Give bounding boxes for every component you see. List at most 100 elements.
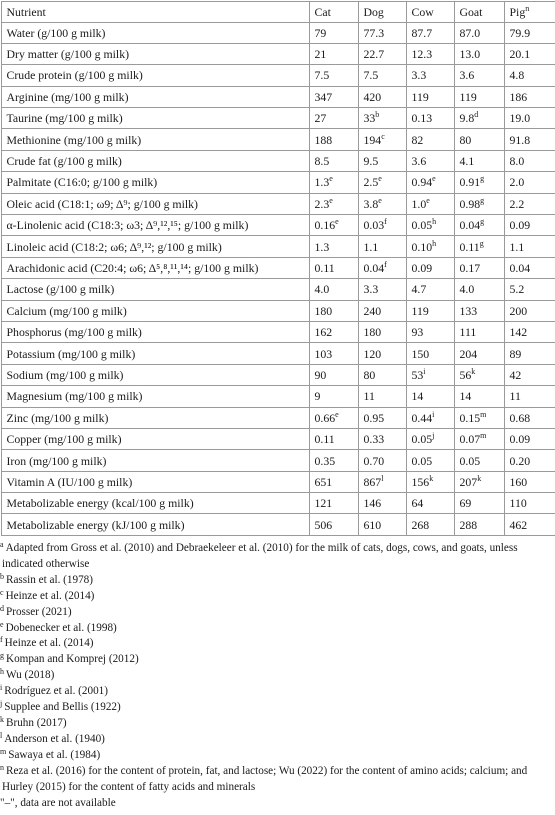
footnote-marker: m <box>0 746 7 756</box>
footnote-text: Reza et al. (2016) for the content of pr… <box>2 764 528 793</box>
table-row: Arginine (mg/100 g milk) 347 420 119 119 186 <box>0 85 555 109</box>
value-cell: 82 <box>405 128 455 151</box>
value-cell: 651 <box>308 470 359 494</box>
nutrient-label: Magnesium (mg/100 g milk) <box>0 385 310 408</box>
value-cell: 3.8e <box>357 192 407 216</box>
footnote-marker: k <box>471 366 476 376</box>
footnote-text: Rassin et al. (1978) <box>6 573 93 586</box>
value-cell: 56k <box>453 363 505 387</box>
value-cell: 79.9 <box>503 21 555 44</box>
table-row: Potassium (mg/100 g milk) 103 120 150 204 89 <box>0 342 555 365</box>
value-cell: 867l <box>357 470 407 494</box>
value-cell: 188 <box>308 128 359 151</box>
table-row: Sodium (mg/100 g milk) 90 80 53i 56k 42 <box>0 363 555 387</box>
value-cell: 0.11 <box>308 256 359 280</box>
footnote-marker: b <box>0 571 4 581</box>
value-cell: 9.8d <box>453 107 505 130</box>
value-cell: 121 <box>308 492 359 515</box>
footnote-marker: k <box>0 714 4 724</box>
footnote-text: "–", data are not available <box>0 796 116 809</box>
value-cell: 0.68 <box>503 406 555 429</box>
value-cell: 1.1 <box>357 235 407 258</box>
value-cell: 0.10h <box>405 235 455 258</box>
value-cell: 0.17 <box>453 256 505 280</box>
footnote-marker: e <box>329 195 333 205</box>
value-cell: 27 <box>308 107 359 130</box>
value-cell: 69 <box>453 492 505 515</box>
value-cell: 0.35 <box>308 449 359 472</box>
nutrient-label: Calcium (mg/100 g milk) <box>0 299 310 322</box>
value-cell: 0.94e <box>405 171 455 194</box>
value-cell: 0.95 <box>357 406 407 429</box>
value-cell: 80 <box>453 128 505 151</box>
value-cell: 120 <box>357 342 407 365</box>
value-cell: 91.8 <box>503 128 555 151</box>
table-row: Copper (mg/100 g milk) 0.11 0.33 0.05j 0.07m… <box>0 427 555 451</box>
value-cell: 0.07m <box>453 427 505 451</box>
value-cell: 7.5 <box>357 64 407 87</box>
table-row: Lactose (g/100 g milk) 4.0 3.3 4.7 4.0 5.2 <box>0 278 555 301</box>
value-cell: 0.44i <box>405 406 455 429</box>
value-cell: 0.09 <box>503 427 555 451</box>
nutrient-label: Zinc (mg/100 g milk) <box>0 406 310 429</box>
nutrient-label: Sodium (mg/100 g milk) <box>0 363 310 387</box>
table-row: Vitamin A (IU/100 g milk) 651 867l 156k 207k… <box>0 470 555 494</box>
footnote-marker: f <box>384 259 387 269</box>
footnote-marker: n <box>0 762 4 772</box>
value-cell: 93 <box>405 320 455 344</box>
nutrient-label: Oleic acid (C18:1; ω9; Δ⁹; g/100 g milk) <box>0 192 310 216</box>
value-cell: 0.04f <box>357 256 407 280</box>
value-cell: 288 <box>453 513 505 536</box>
footnote-marker: f <box>0 635 3 645</box>
footnote-text: Kompan and Komprej (2012) <box>6 653 139 666</box>
footnote-marker: i <box>0 683 3 693</box>
nutrient-label: Vitamin A (IU/100 g milk) <box>0 470 310 494</box>
value-cell: 142 <box>503 320 555 344</box>
value-cell: 110 <box>503 492 555 515</box>
value-cell: 420 <box>357 85 407 109</box>
value-cell: 200 <box>503 299 555 322</box>
footnote-marker: k <box>477 473 482 483</box>
footnote-marker: d <box>0 603 4 613</box>
nutrient-label: Arginine (mg/100 g milk) <box>0 85 310 109</box>
footnote-text: Wu (2018) <box>6 669 55 682</box>
value-cell: 90 <box>308 363 359 387</box>
footnote-marker: j <box>432 431 435 441</box>
value-cell: 0.33 <box>357 427 407 451</box>
value-cell: 1.0e <box>405 192 455 216</box>
value-cell: 462 <box>503 513 555 536</box>
value-cell: 4.7 <box>405 278 455 301</box>
value-cell: 13.0 <box>453 42 505 66</box>
footnote-text: Heinze et al. (2014) <box>4 637 94 650</box>
nutrient-label: Metabolizable energy (kcal/100 g milk) <box>0 492 310 515</box>
footnote-text: Dobenecker et al. (1998) <box>5 621 117 634</box>
value-cell: 5.2 <box>503 278 555 301</box>
value-cell: 87.7 <box>405 21 455 44</box>
value-cell: 19.0 <box>503 107 555 130</box>
value-cell: 180 <box>308 299 359 322</box>
value-cell: 0.16e <box>308 214 359 237</box>
value-cell: 119 <box>453 85 505 109</box>
footnote-marker: j <box>0 699 3 709</box>
footnote-marker: h <box>432 238 437 248</box>
value-cell: 3.3 <box>357 278 407 301</box>
footnote-marker: e <box>378 174 382 184</box>
footnote-marker: i <box>432 409 435 419</box>
nutrient-label: Arachidonic acid (C20:4; ω6; Δ⁵,⁸,¹¹,¹⁴;… <box>0 256 310 280</box>
nutrient-table: Nutrient Cat Dog Cow Goat Pign Water (g/100 g… <box>0 0 555 536</box>
nutrient-label: Water (g/100 g milk) <box>0 21 310 44</box>
footnote-marker: g <box>479 238 484 248</box>
value-cell: 0.91g <box>453 171 505 194</box>
table-row: Dry matter (g/100 g milk) 21 22.7 12.3 13.0 2… <box>0 42 555 66</box>
footnote-marker: m <box>480 409 487 419</box>
table-body: Water (g/100 g milk) 79 77.3 87.7 87.0 79.9 Dr… <box>0 21 555 536</box>
footnote: n Reza et al. (2016) for the content of p… <box>0 762 552 796</box>
footnote-text: Sawaya et al. (1984) <box>8 748 101 761</box>
table-row: Linoleic acid (C18:2; ω6; Δ⁹,¹²; g/100 g… <box>0 235 555 258</box>
value-cell: 11 <box>357 385 407 408</box>
footnote: l Anderson et al. (1940) <box>0 731 552 748</box>
footnote: "–", data are not available <box>0 796 552 812</box>
value-cell: 0.70 <box>357 449 407 472</box>
value-cell: 1.3 <box>308 235 359 258</box>
